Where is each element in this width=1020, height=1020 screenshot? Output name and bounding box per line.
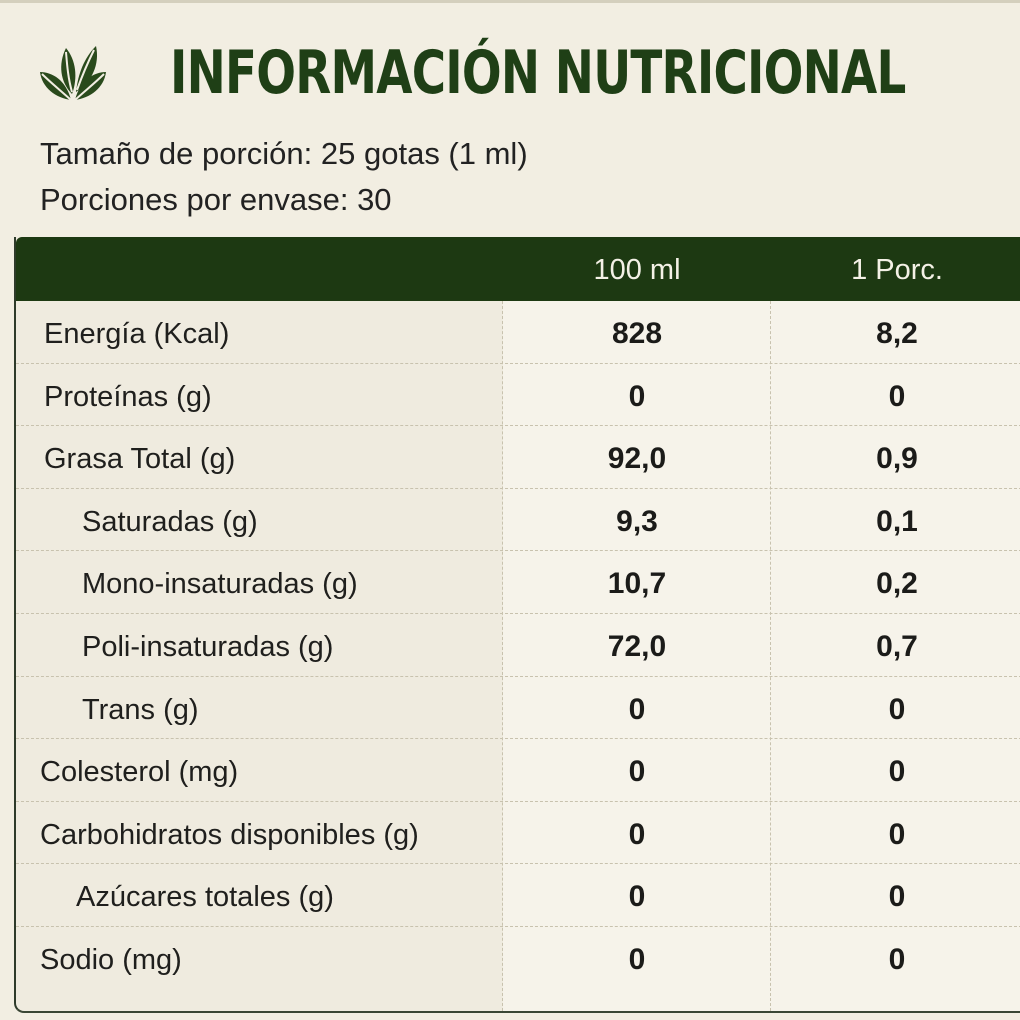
column-header-portion: 1 Porc. (851, 254, 943, 286)
column-divider (502, 301, 503, 1011)
serving-size: Tamaño de porción: 25 gotas (1 ml) (40, 136, 528, 171)
table-row-sodio: Sodio (mg) 0 0 (16, 927, 1020, 990)
value-portion: 0 (888, 942, 906, 976)
nutrient-name: Carbohidratos disponibles (g) (40, 818, 419, 851)
label-title: INFORMACIÓN NUTRICIONAL (170, 38, 906, 108)
table-row-poli-insaturadas: Poli-insaturadas (g) 72,0 0,7 (16, 614, 1020, 677)
label-header (38, 39, 108, 109)
nutrient-name: Proteínas (g) (44, 380, 212, 413)
nutrition-table: 100 ml 1 Porc. Energía (Kcal) 828 8,2 Pr… (14, 237, 1020, 1013)
value-100ml: 0 (628, 692, 646, 726)
table-row-grasa-total: Grasa Total (g) 92,0 0,9 (16, 426, 1020, 489)
value-100ml: 0 (628, 880, 646, 914)
nutrient-name: Colesterol (mg) (40, 756, 239, 789)
value-100ml: 0 (628, 942, 646, 976)
table-row-trans: Trans (g) 0 0 (16, 677, 1020, 740)
table-row-energia: Energía (Kcal) 828 8,2 (16, 301, 1020, 364)
value-portion: 8,2 (876, 317, 918, 350)
nutrient-name: Azúcares totales (g) (76, 881, 334, 914)
table-row-proteinas: Proteínas (g) 0 0 (16, 364, 1020, 427)
value-portion: 0 (888, 880, 906, 914)
nutrient-name: Poli-insaturadas (g) (82, 630, 334, 663)
nutrient-name: Saturadas (g) (82, 505, 258, 538)
leaf-icon (40, 46, 106, 101)
nutrient-name: Grasa Total (g) (44, 443, 236, 476)
table-row-azucares: Azúcares totales (g) 0 0 (16, 864, 1020, 927)
value-100ml: 9,3 (616, 504, 658, 538)
column-header-100ml: 100 ml (593, 254, 681, 286)
table-row-carbohidratos: Carbohidratos disponibles (g) 0 0 (16, 802, 1020, 865)
value-100ml: 0 (628, 379, 646, 413)
nutrient-name: Sodio (mg) (40, 943, 182, 976)
nutrient-name: Trans (g) (82, 693, 199, 726)
values-background (503, 301, 1020, 1011)
table-row-mono-insaturadas: Mono-insaturadas (g) 10,7 0,2 (16, 551, 1020, 614)
servings-per-container: Porciones por envase: 30 (40, 182, 392, 217)
table-body: Energía (Kcal) 828 8,2 Proteínas (g) 0 0… (16, 301, 1020, 990)
nutrient-name: Mono-insaturadas (g) (82, 568, 358, 601)
nutrient-name: Energía (Kcal) (44, 318, 230, 350)
value-portion: 0 (888, 692, 906, 726)
value-portion: 0 (888, 379, 906, 413)
table-row-colesterol: Colesterol (mg) 0 0 (16, 739, 1020, 802)
value-portion: 0,2 (876, 567, 918, 601)
value-100ml: 92,0 (607, 442, 667, 476)
value-portion: 0 (888, 755, 906, 789)
value-portion: 0,7 (876, 629, 918, 663)
table-header: 100 ml 1 Porc. (16, 237, 1020, 301)
value-100ml: 10,7 (607, 567, 667, 601)
value-100ml: 0 (628, 755, 646, 789)
value-portion: 0,1 (876, 504, 918, 538)
table-row-saturadas: Saturadas (g) 9,3 0,1 (16, 489, 1020, 552)
value-portion: 0,9 (876, 442, 918, 476)
value-100ml: 72,0 (607, 629, 667, 663)
value-portion: 0 (888, 817, 906, 851)
value-100ml: 0 (628, 817, 646, 851)
column-divider (770, 301, 771, 1011)
value-100ml: 828 (611, 317, 663, 350)
